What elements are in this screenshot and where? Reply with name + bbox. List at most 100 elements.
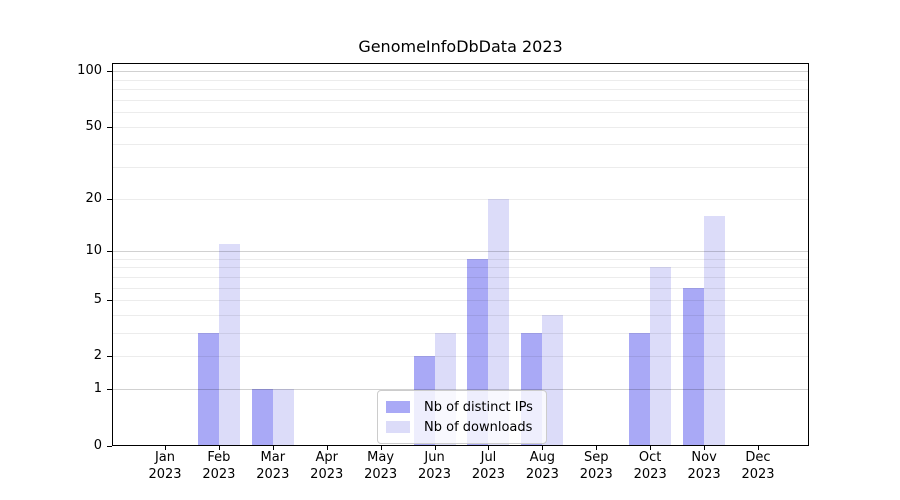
x-tick-label: Nov 2023 [674, 450, 734, 483]
y-tick [107, 300, 112, 302]
legend-label-downloads: Nb of downloads [424, 419, 533, 435]
gridline-minor [112, 89, 809, 91]
gridline-minor [112, 276, 809, 278]
bar-downloads [272, 389, 294, 446]
x-tick-month: Aug [529, 450, 556, 465]
x-tick-year: 2023 [471, 466, 505, 482]
bar-distinct-ips [683, 287, 705, 446]
y-tick-label: 10 [85, 243, 102, 259]
bar-distinct-ips [629, 333, 651, 446]
x-tick [650, 446, 652, 450]
x-tick [542, 446, 544, 450]
bar-distinct-ips [197, 333, 219, 446]
bar-distinct-ips [251, 389, 273, 446]
x-tick-label: Oct 2023 [620, 450, 680, 483]
bar-downloads [218, 244, 240, 446]
x-tick [704, 446, 706, 450]
x-tick-label: Jul 2023 [458, 450, 518, 483]
x-tick [326, 446, 328, 450]
gridline-minor [112, 112, 809, 114]
x-tick-label: Aug 2023 [512, 450, 572, 483]
x-tick [165, 446, 166, 450]
x-tick [757, 446, 759, 450]
x-tick-label: May 2023 [351, 450, 411, 483]
x-tick-month: Dec [745, 450, 771, 465]
gridline-minor [112, 356, 809, 358]
gridline-minor [112, 99, 809, 101]
x-tick-year: 2023 [148, 466, 182, 482]
x-tick-year: 2023 [256, 466, 290, 482]
x-tick [218, 446, 220, 450]
x-tick [380, 446, 382, 450]
gridline-minor [112, 287, 809, 289]
gridline-minor [112, 79, 809, 81]
y-tick-label: 0 [93, 437, 102, 453]
gridline-minor [112, 198, 809, 200]
y-tick-label: 1 [93, 381, 102, 397]
x-tick [596, 446, 598, 450]
y-tick-label: 5 [93, 292, 102, 308]
x-tick-year: 2023 [202, 466, 236, 482]
x-tick-month: Jun [424, 450, 445, 465]
legend-item-distinct-ips: Nb of distinct IPs [386, 397, 537, 417]
y-tick-label: 50 [85, 118, 102, 134]
x-tick-month: Sep [584, 450, 609, 465]
x-tick-month: Mar [260, 450, 286, 465]
y-tick-label: 20 [85, 190, 102, 206]
x-tick-month: Jul [480, 450, 497, 465]
bar-downloads [542, 315, 564, 446]
x-tick-year: 2023 [525, 466, 559, 482]
x-tick [434, 446, 436, 450]
x-tick-label: Mar 2023 [243, 450, 303, 483]
x-tick-month: Jan [154, 450, 176, 465]
bar-downloads [488, 198, 510, 446]
gridlines-layer [112, 63, 809, 446]
y-tick [107, 389, 112, 391]
x-tick-month: May [367, 450, 395, 465]
gridline-minor [112, 258, 809, 260]
x-tick-label: Feb 2023 [189, 450, 249, 483]
x-tick-month: Feb [207, 450, 231, 465]
x-tick-label: Dec 2023 [728, 450, 788, 483]
y-tick [107, 445, 112, 447]
x-tick-label: Jun 2023 [405, 450, 465, 483]
x-tick-month: Nov [691, 450, 717, 465]
gridline-minor [112, 300, 809, 302]
y-tick [107, 251, 112, 253]
x-tick-year: 2023 [687, 466, 721, 482]
legend-swatch-downloads [386, 421, 410, 433]
gridline-minor [112, 144, 809, 146]
gridline-major [112, 71, 809, 73]
legend-label-distinct-ips: Nb of distinct IPs [424, 399, 533, 415]
y-tick [107, 198, 112, 200]
gridline-major [112, 251, 809, 253]
y-tick [107, 356, 112, 358]
y-tick-label: 2 [93, 348, 102, 364]
x-tick-year: 2023 [310, 466, 344, 482]
bar-downloads [650, 267, 672, 446]
y-tick [107, 126, 112, 128]
y-tick [107, 71, 112, 73]
x-tick-year: 2023 [417, 466, 452, 482]
x-tick-label: Jan 2023 [135, 450, 195, 483]
gridline-minor [112, 315, 809, 317]
gridline-minor [112, 126, 809, 128]
x-tick-year: 2023 [579, 466, 613, 482]
y-tick-label: 100 [77, 63, 102, 79]
legend-item-downloads: Nb of downloads [386, 417, 537, 437]
x-tick-label: Sep 2023 [566, 450, 626, 483]
gridline-minor [112, 267, 809, 269]
x-tick-month: Oct [638, 450, 662, 465]
gridline-minor [112, 167, 809, 169]
x-tick [488, 446, 490, 450]
chart-title: GenomeInfoDbData 2023 [358, 37, 563, 56]
x-tick-year: 2023 [364, 466, 398, 482]
x-tick-year: 2023 [741, 466, 775, 482]
x-tick [272, 446, 274, 450]
x-tick-label: Apr 2023 [297, 450, 357, 483]
bar-downloads [704, 215, 726, 446]
x-tick-month: Apr [315, 450, 338, 465]
legend-swatch-distinct-ips [386, 401, 410, 413]
legend: Nb of distinct IPs Nb of downloads [377, 390, 547, 444]
